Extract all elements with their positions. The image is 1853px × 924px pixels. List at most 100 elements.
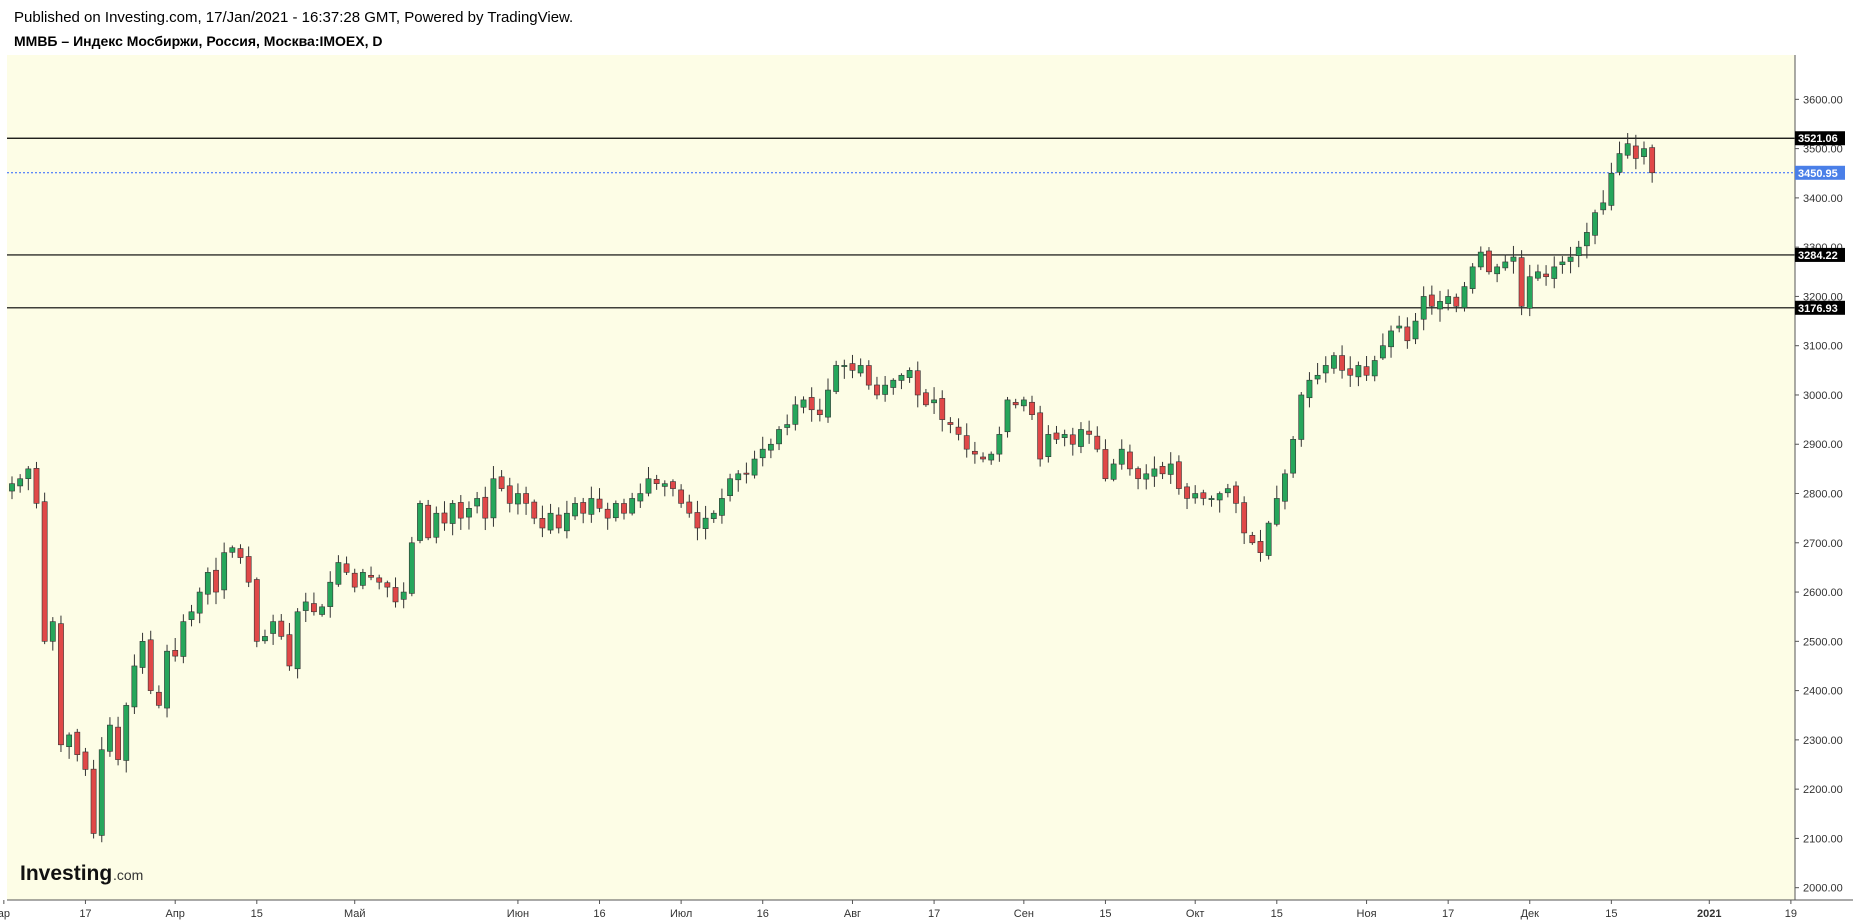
candle xyxy=(311,592,317,616)
candle-body xyxy=(914,370,921,396)
candle xyxy=(563,500,570,539)
candle xyxy=(874,376,880,400)
candle xyxy=(727,473,733,502)
candle xyxy=(123,702,130,773)
candle-body xyxy=(1094,435,1101,450)
candle-body xyxy=(1192,493,1199,499)
candle xyxy=(327,571,334,618)
candle-body xyxy=(1322,365,1329,374)
candle xyxy=(384,580,391,598)
candle xyxy=(33,461,40,509)
candle xyxy=(1551,256,1558,289)
candle-body xyxy=(490,478,497,519)
candle xyxy=(1224,483,1231,498)
price-chart[interactable]: 2000.00 2100.00 2200.00 2300.00 2400.00 2500.… xyxy=(0,55,1853,924)
candle xyxy=(612,500,619,522)
candle-body xyxy=(9,483,15,492)
candle-body xyxy=(670,481,676,489)
candle-body xyxy=(1518,257,1525,307)
candle xyxy=(164,644,170,718)
candle xyxy=(882,375,889,402)
candle xyxy=(596,488,603,513)
y-tick-label: 2100.00 xyxy=(1803,833,1843,845)
candle-body xyxy=(58,623,64,746)
candle xyxy=(262,629,268,644)
x-tick-label: 15 xyxy=(1605,908,1617,920)
candle-body xyxy=(188,611,195,620)
candle xyxy=(1192,485,1199,504)
candle xyxy=(351,568,358,593)
candle-body xyxy=(767,443,774,451)
y-tick-label: 2600.00 xyxy=(1803,587,1843,599)
candle-body xyxy=(1445,296,1452,304)
candle-body xyxy=(719,498,725,516)
candle-body xyxy=(743,472,750,475)
candle xyxy=(1428,285,1435,315)
candle-body xyxy=(392,587,399,603)
candle xyxy=(1175,455,1182,495)
x-tick-label: 15 xyxy=(251,908,263,920)
x-tick-label: ар xyxy=(0,908,10,920)
candle-body xyxy=(270,621,277,634)
candle-body xyxy=(841,365,848,367)
candle-body xyxy=(833,365,840,392)
x-tick-label: 19 xyxy=(1785,908,1797,920)
candle xyxy=(319,603,325,617)
current-price-tag xyxy=(1795,165,1845,180)
candle-body xyxy=(604,508,611,519)
candle-body xyxy=(1453,296,1460,307)
candle-body xyxy=(1363,366,1370,376)
candle-body xyxy=(376,577,383,583)
candle xyxy=(825,378,831,423)
candle xyxy=(629,492,636,516)
candle xyxy=(1265,520,1272,560)
candle xyxy=(1233,481,1239,514)
x-tick-label: 15 xyxy=(1099,908,1111,920)
candle-body xyxy=(433,512,440,538)
candle-body xyxy=(1224,488,1231,494)
level-tag xyxy=(1795,247,1845,262)
candle-body xyxy=(931,399,937,404)
y-tick-label: 2800.00 xyxy=(1803,489,1843,501)
candle xyxy=(131,654,138,714)
investing-logo: Investing .com xyxy=(20,862,143,885)
candle-body xyxy=(25,468,32,479)
candle xyxy=(457,495,464,530)
candle xyxy=(1012,398,1019,409)
candle-body xyxy=(710,512,717,519)
x-tick-label: 2021 xyxy=(1697,908,1721,920)
candle xyxy=(547,503,554,534)
candle xyxy=(278,614,285,640)
candle-body xyxy=(98,749,105,836)
level-tag-label: 3521.06 xyxy=(1798,133,1838,145)
candle-body xyxy=(1282,473,1288,502)
x-tick-label: 16 xyxy=(757,908,769,920)
candle xyxy=(180,614,187,664)
candle-body xyxy=(417,503,423,541)
candle-body xyxy=(825,389,831,418)
x-tick-label: Ноя xyxy=(1357,908,1377,920)
candle-body xyxy=(368,574,374,578)
candle-body xyxy=(1600,202,1607,211)
candle xyxy=(1412,313,1419,345)
candle xyxy=(449,500,456,536)
candle-body xyxy=(1167,463,1174,475)
candle xyxy=(555,507,562,534)
candle-body xyxy=(1306,379,1313,399)
candle xyxy=(343,556,350,576)
candle-body xyxy=(1608,172,1615,206)
candle xyxy=(107,717,113,757)
candle-body xyxy=(319,606,325,615)
candle xyxy=(710,510,717,523)
candle xyxy=(1649,144,1656,183)
candle-body xyxy=(335,562,342,585)
candle-body xyxy=(629,498,636,514)
candle xyxy=(1518,250,1525,316)
candle-body xyxy=(221,552,228,591)
x-tick-label: 16 xyxy=(593,908,605,920)
candle-body xyxy=(278,620,285,637)
candle xyxy=(1494,263,1501,283)
candle-body xyxy=(645,478,652,494)
candle-body xyxy=(343,563,350,573)
candle-body xyxy=(115,726,121,760)
